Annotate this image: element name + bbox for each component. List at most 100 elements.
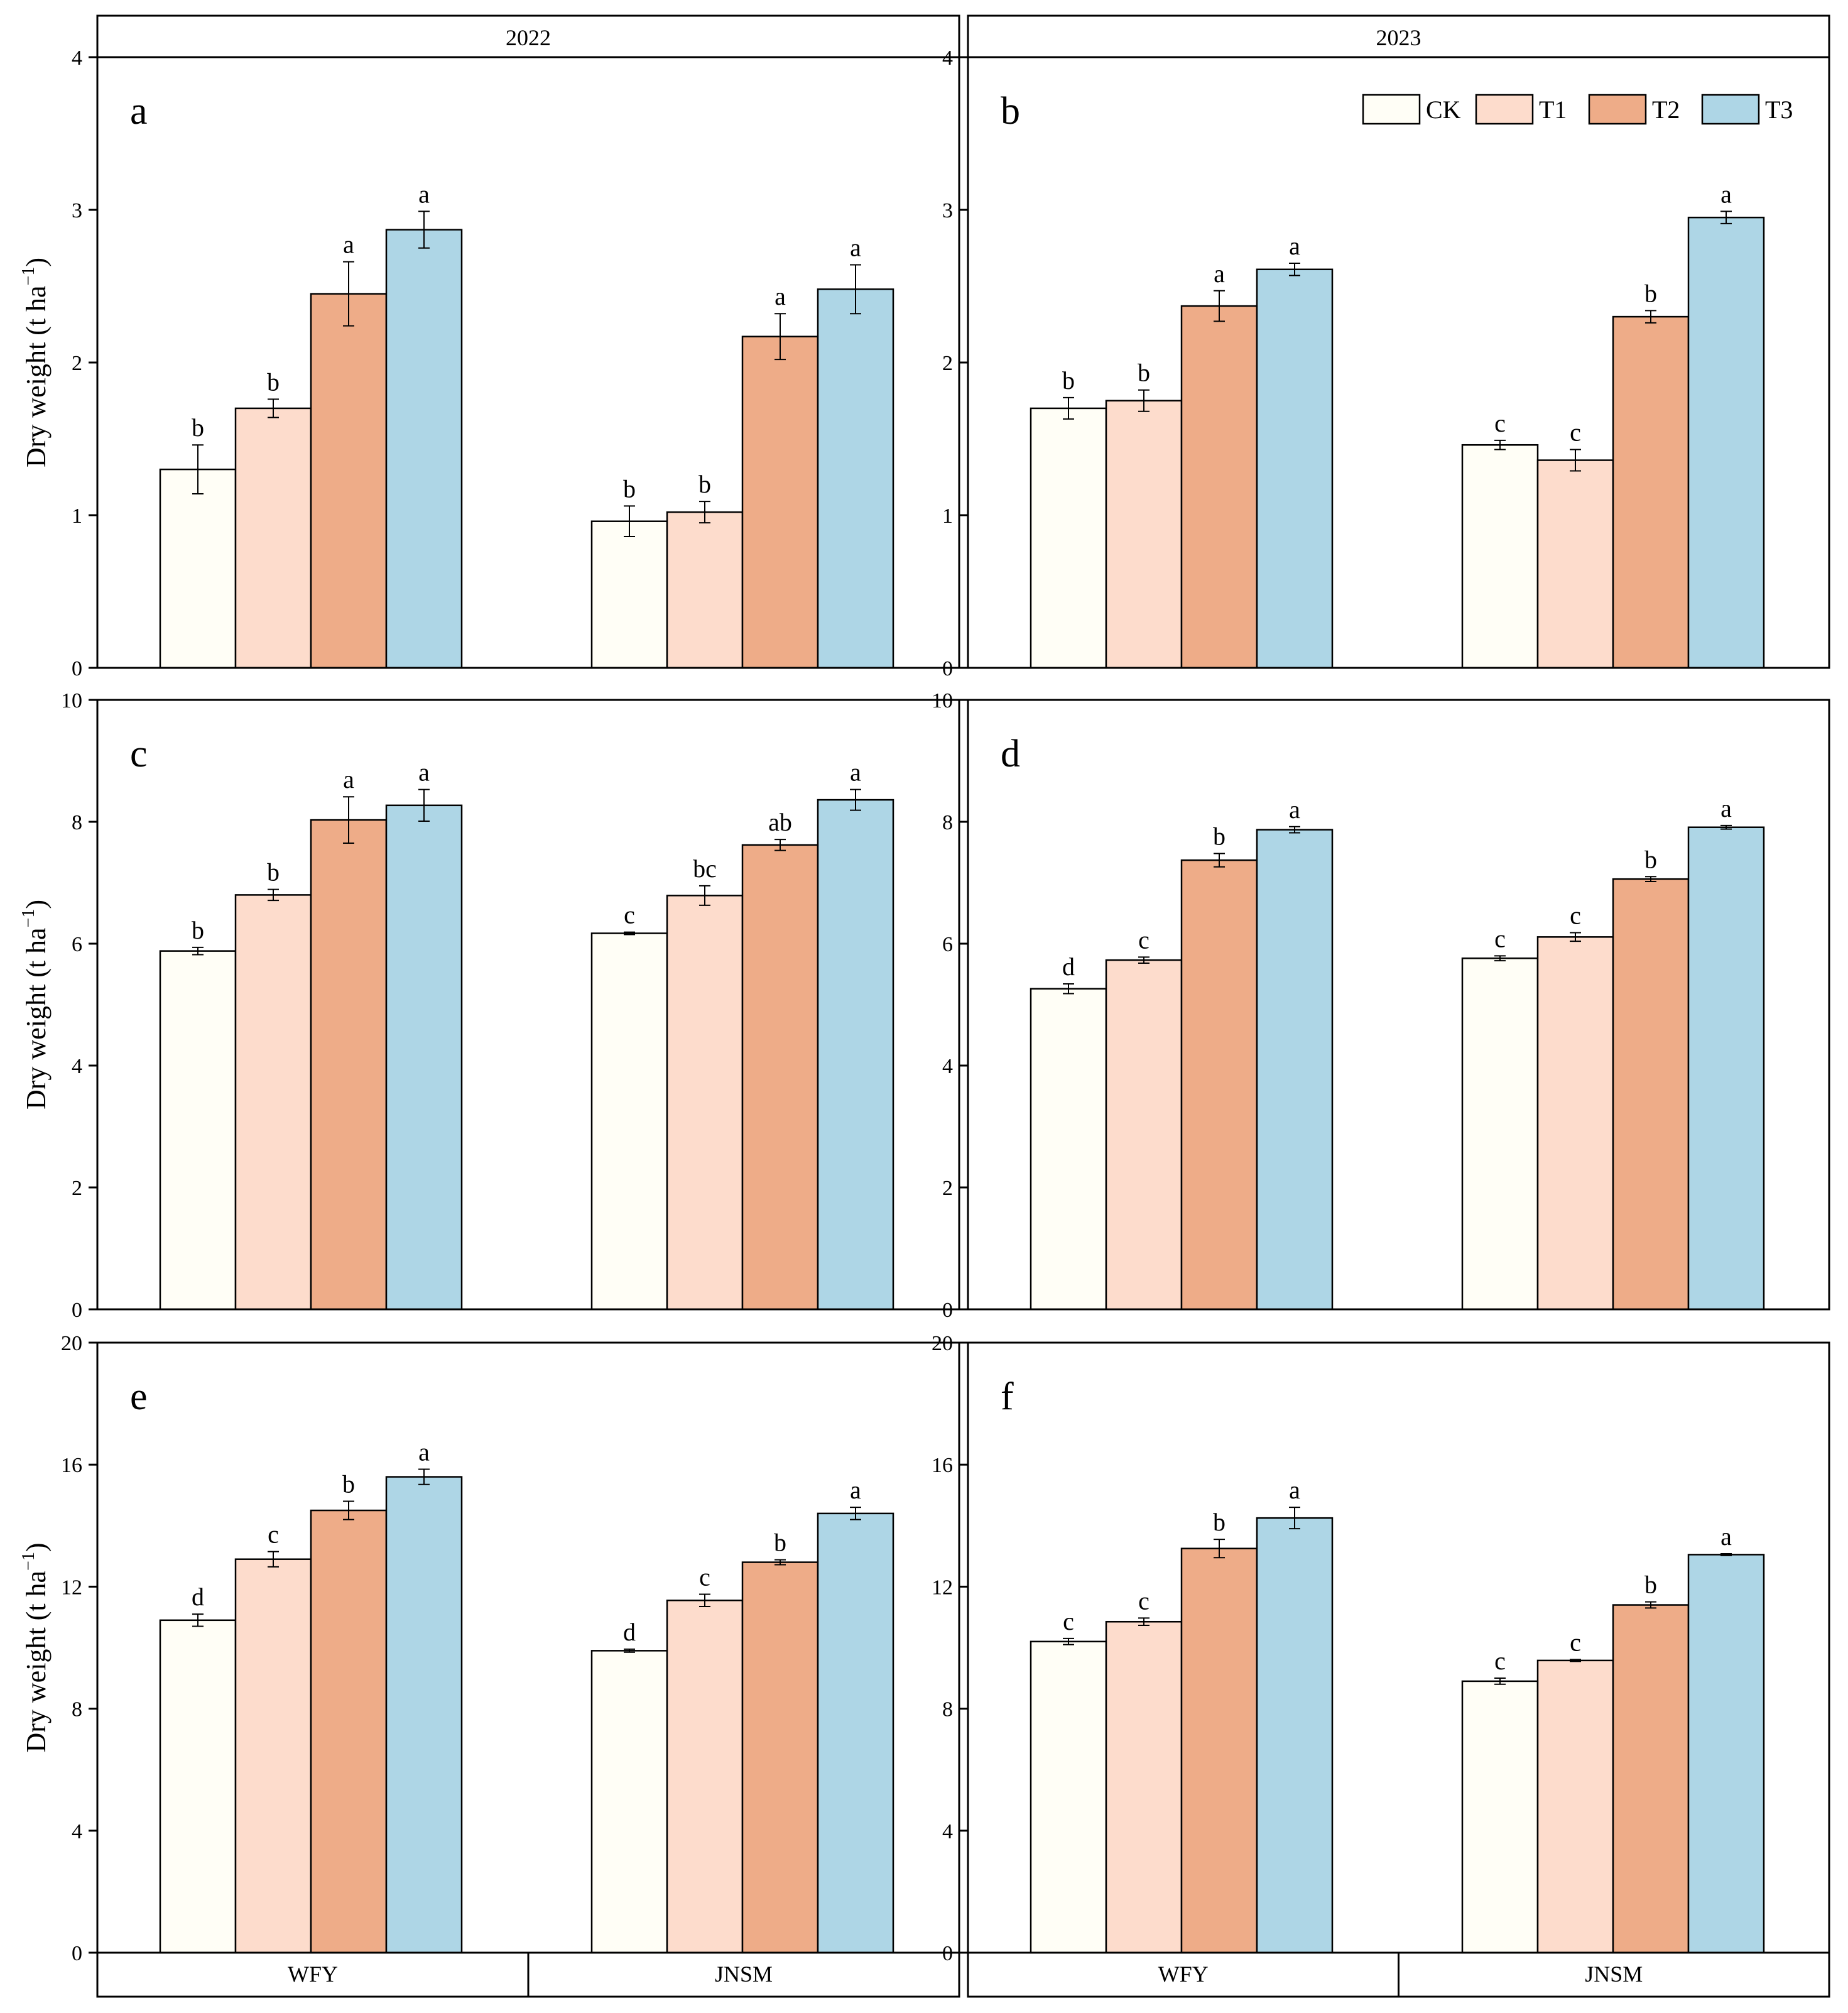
error-bar-f-wfy-ck (1063, 1637, 1074, 1645)
bar-a-wfy-t1 (234, 407, 312, 669)
bar-d-wfy-t1 (1105, 959, 1183, 1311)
y-tick-label: 8 (942, 811, 953, 834)
error-bar-e-wfy-t2 (343, 1500, 354, 1520)
significance-letter: c (1570, 1628, 1581, 1656)
legend-item-t1: T1 (1475, 94, 1567, 125)
error-bar-a-wfy-t1 (268, 398, 279, 418)
year-strip-box (96, 14, 960, 58)
significance-letter: a (343, 765, 354, 794)
error-bar-a-wfy-t2 (343, 261, 354, 327)
y-tick-label: 0 (72, 1942, 82, 1965)
significance-letter: c (624, 901, 635, 929)
category-strip-1: WFY JNSM (96, 1951, 960, 1998)
error-bar-d-jnsm-t2 (1645, 876, 1656, 883)
panel-letter: f (1001, 1375, 1014, 1418)
significance-letter: b (774, 1529, 786, 1557)
error-bar-d-jnsm-ck (1494, 955, 1506, 962)
bar-a-jnsm-t2 (741, 336, 819, 669)
y-tick-label: 16 (61, 1454, 82, 1477)
significance-letter: b (342, 1470, 355, 1498)
error-bar-b-wfy-t2 (1214, 290, 1225, 322)
y-axis-label: Dry weight (t ha−1) (19, 258, 52, 467)
bar-a-jnsm-t1 (666, 511, 744, 669)
significance-letter: c (1138, 925, 1150, 954)
error-bar-c-wfy-t3 (418, 788, 430, 822)
significance-letter: b (267, 858, 280, 886)
y-axis-label-sup: −1 (19, 909, 38, 928)
panel-letter: d (1001, 733, 1020, 775)
significance-letter: c (1570, 418, 1581, 447)
bar-c-wfy-t1 (234, 894, 312, 1311)
bar-f-wfy-t3 (1256, 1517, 1334, 1954)
significance-letter: b (192, 413, 204, 442)
y-tick-label: 2 (942, 1177, 953, 1200)
significance-letter: b (623, 474, 636, 503)
significance-letter: a (1289, 1476, 1300, 1504)
bar-a-wfy-ck (159, 468, 237, 669)
significance-letter: d (1062, 952, 1075, 981)
y-tick-label: 20 (932, 1332, 953, 1355)
panel-letter: e (130, 1375, 148, 1418)
category-label: JNSM (715, 1961, 773, 1987)
bar-c-wfy-ck (159, 950, 237, 1311)
error-bar-e-wfy-t3 (418, 1468, 430, 1485)
y-axis-label-close: ) (21, 900, 52, 909)
bar-b-wfy-t2 (1180, 305, 1258, 669)
y-tick-label: 8 (72, 811, 82, 834)
error-bar-d-wfy-t2 (1214, 853, 1225, 868)
bar-e-wfy-ck (159, 1619, 237, 1954)
bar-d-jnsm-ck (1461, 957, 1539, 1311)
y-tick-label: 8 (942, 1698, 953, 1721)
significance-letter: ab (768, 808, 792, 836)
error-bar-a-jnsm-t1 (699, 501, 710, 524)
legend-item-t2: T2 (1588, 94, 1680, 125)
category-label: JNSM (1585, 1961, 1643, 1987)
y-tick-label: 20 (61, 1332, 82, 1355)
legend: CK T1 T2 T3 (1362, 94, 1793, 125)
significance-letter: b (698, 470, 711, 498)
bar-b-jnsm-t3 (1687, 216, 1765, 669)
panel-letter: c (130, 733, 148, 775)
significance-letter: a (775, 282, 786, 310)
significance-letter: a (343, 231, 354, 259)
legend-label: T1 (1539, 95, 1567, 124)
y-tick-label: 4 (72, 46, 82, 70)
legend-swatch (1588, 94, 1647, 125)
y-tick-label: 8 (72, 1698, 82, 1721)
significance-letter: a (850, 1476, 861, 1504)
significance-letter: d (623, 1618, 636, 1646)
category-label: WFY (1158, 1961, 1209, 1987)
error-bar-d-wfy-t3 (1289, 826, 1300, 834)
bar-e-jnsm-t3 (817, 1512, 894, 1954)
significance-letter: a (1720, 794, 1732, 822)
panel-letter: a (130, 90, 148, 133)
y-tick-label: 0 (942, 1299, 953, 1322)
error-bar-c-wfy-t2 (343, 796, 354, 844)
bar-f-jnsm-t2 (1612, 1604, 1690, 1954)
bar-d-wfy-t2 (1180, 859, 1258, 1311)
y-tick-label: 4 (942, 1055, 953, 1078)
significance-letter: a (418, 1437, 430, 1466)
y-tick-label: 10 (932, 689, 953, 712)
bar-f-jnsm-t1 (1536, 1659, 1614, 1954)
bar-d-jnsm-t3 (1687, 826, 1765, 1311)
error-bar-f-wfy-t1 (1138, 1617, 1150, 1627)
significance-letter: a (1289, 232, 1300, 260)
significance-letter: c (1063, 1607, 1074, 1635)
error-bar-d-wfy-t1 (1138, 956, 1150, 964)
bar-f-jnsm-ck (1461, 1680, 1539, 1954)
y-tick-label: 1 (942, 505, 953, 528)
legend-item-ck: CK (1362, 94, 1461, 125)
error-bar-d-jnsm-t1 (1570, 932, 1581, 942)
bar-d-wfy-ck (1030, 988, 1107, 1311)
bar-c-wfy-t2 (310, 819, 388, 1311)
error-bar-b-wfy-t1 (1138, 389, 1150, 412)
y-axis-label-text: Dry weight (t ha (21, 927, 52, 1110)
significance-letter: b (1213, 822, 1226, 850)
bar-f-wfy-ck (1030, 1640, 1107, 1954)
legend-swatch (1362, 94, 1421, 125)
legend-label: CK (1426, 95, 1461, 124)
error-bar-a-wfy-ck (192, 444, 204, 494)
bar-d-jnsm-t2 (1612, 878, 1690, 1311)
